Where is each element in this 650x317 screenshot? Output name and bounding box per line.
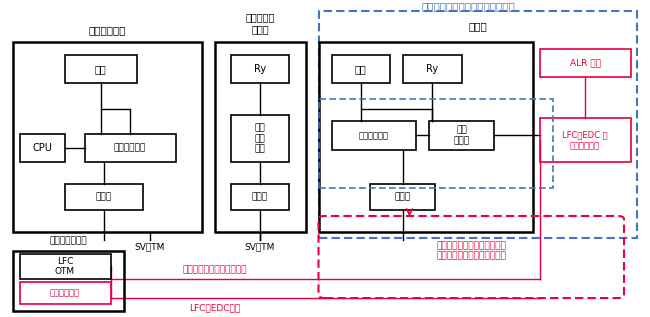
Text: LFC・EDC信号: LFC・EDC信号 [189, 303, 240, 312]
Text: 情報
伝送
装置: 情報 伝送 装置 [255, 124, 265, 153]
Text: 伝送媒体（光ケーブル等）: 伝送媒体（光ケーブル等） [182, 265, 247, 274]
Text: LFC・EDC 用
信号伝送装置: LFC・EDC 用 信号伝送装置 [562, 131, 608, 150]
Text: 情報伝送装置: 情報伝送装置 [359, 131, 389, 140]
Text: オンライン指令で制御可能に
するために必要な設備（例）: オンライン指令で制御可能に するために必要な設備（例） [436, 241, 506, 260]
Text: Ry: Ry [426, 64, 438, 74]
Text: 中央給電指令所: 中央給電指令所 [49, 237, 87, 246]
Text: SV・TM: SV・TM [135, 242, 164, 251]
Text: 電話: 電話 [95, 64, 107, 74]
Text: 配電盤: 配電盤 [252, 192, 268, 202]
Text: LFC
OTM: LFC OTM [55, 257, 75, 276]
Text: 信号伝送装置: 信号伝送装置 [50, 289, 80, 298]
Text: 配電盤: 配電盤 [395, 192, 411, 202]
Text: 一次
変換器: 一次 変換器 [454, 126, 469, 145]
Text: 連系線引出
変電所: 連系線引出 変電所 [245, 13, 275, 34]
Text: 【施工・財産・保安責任分界点】: 【施工・財産・保安責任分界点】 [421, 1, 515, 11]
Text: 電話: 電話 [355, 64, 367, 74]
Text: SV・TM: SV・TM [245, 242, 275, 251]
Text: CPU: CPU [32, 143, 52, 153]
Text: 配電盤: 配電盤 [96, 192, 112, 202]
Text: Ry: Ry [254, 64, 266, 74]
Text: 落札者: 落札者 [469, 22, 487, 32]
Text: 所管給電所等: 所管給電所等 [88, 25, 126, 35]
Text: ALR 装置: ALR 装置 [569, 58, 601, 68]
Text: 情報伝送装置: 情報伝送装置 [114, 144, 146, 152]
